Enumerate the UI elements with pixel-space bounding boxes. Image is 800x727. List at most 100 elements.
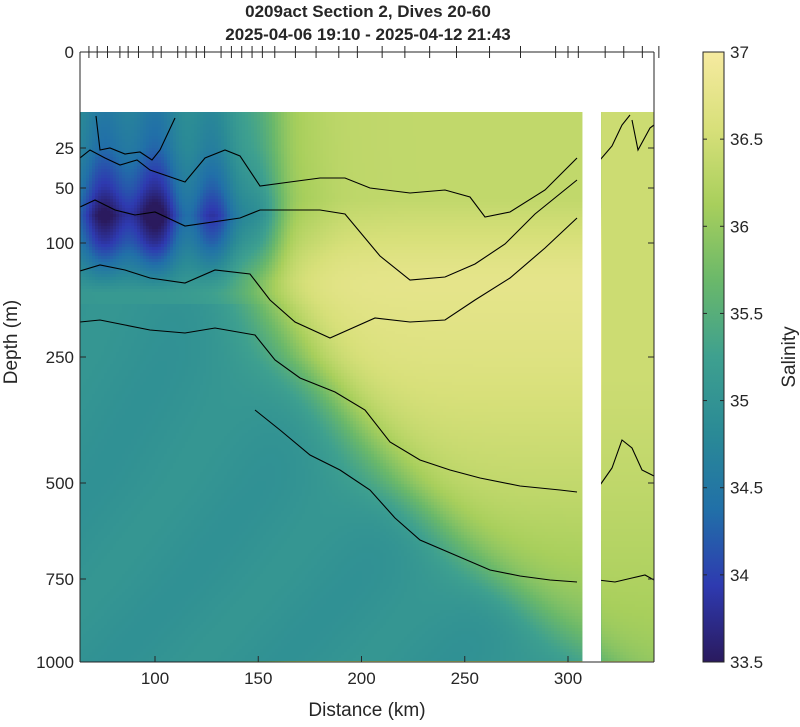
- field-cell: [437, 151, 440, 154]
- field-cell: [128, 169, 131, 172]
- field-cell: [479, 118, 482, 121]
- field-cell: [467, 166, 470, 169]
- field-cell: [296, 112, 299, 115]
- field-cell: [311, 142, 314, 145]
- field-cell: [173, 169, 176, 172]
- field-cell: [515, 148, 518, 151]
- field-cell: [284, 145, 287, 148]
- field-cell: [239, 175, 242, 178]
- field-cell: [140, 142, 143, 145]
- field-cell: [239, 121, 242, 124]
- field-cell: [188, 148, 191, 151]
- field-cell: [311, 169, 314, 172]
- field-cell: [242, 139, 245, 142]
- field-cell: [620, 181, 623, 184]
- field-cell: [548, 142, 551, 145]
- field-cell: [245, 172, 248, 175]
- field-cell: [539, 178, 542, 181]
- field-cell: [545, 139, 548, 142]
- field-cell: [578, 145, 581, 148]
- field-cell: [479, 142, 482, 145]
- field-cell: [257, 157, 260, 160]
- field-cell: [575, 175, 578, 178]
- field-cell: [128, 157, 131, 160]
- field-cell: [527, 157, 530, 160]
- field-cell: [206, 145, 209, 148]
- field-cell: [128, 181, 131, 184]
- field-cell: [422, 112, 425, 115]
- field-cell: [557, 136, 560, 139]
- field-cell: [422, 160, 425, 163]
- field-cell: [476, 169, 479, 172]
- field-cell: [308, 166, 311, 169]
- field-cell: [368, 118, 371, 121]
- field-cell: [461, 118, 464, 121]
- field-cell: [95, 175, 98, 178]
- field-cell: [437, 133, 440, 136]
- field-cell: [461, 112, 464, 115]
- field-cell: [524, 127, 527, 130]
- field-cell: [299, 136, 302, 139]
- field-cell: [278, 166, 281, 169]
- field-cell: [359, 172, 362, 175]
- field-cell: [236, 139, 239, 142]
- field-cell: [185, 145, 188, 148]
- field-cell: [263, 154, 266, 157]
- field-cell: [92, 154, 95, 157]
- field-cell: [263, 142, 266, 145]
- field-cell: [212, 136, 215, 139]
- field-cell: [464, 148, 467, 151]
- field-cell: [395, 130, 398, 133]
- field-cell: [335, 163, 338, 166]
- field-cell: [233, 121, 236, 124]
- field-cell: [209, 163, 212, 166]
- field-cell: [311, 172, 314, 175]
- field-cell: [326, 169, 329, 172]
- field-cell: [89, 118, 92, 121]
- field-cell: [629, 151, 632, 154]
- field-cell: [134, 130, 137, 133]
- field-cell: [269, 154, 272, 157]
- field-cell: [104, 172, 107, 175]
- field-cell: [572, 139, 575, 142]
- field-cell: [182, 130, 185, 133]
- field-cell: [467, 157, 470, 160]
- field-cell: [464, 124, 467, 127]
- field-cell: [605, 154, 608, 157]
- field-cell: [446, 142, 449, 145]
- field-cell: [98, 178, 101, 181]
- field-cell: [119, 145, 122, 148]
- field-cell: [128, 139, 131, 142]
- field-cell: [200, 127, 203, 130]
- field-cell: [407, 136, 410, 139]
- field-cell: [635, 124, 638, 127]
- field-cell: [200, 181, 203, 184]
- field-cell: [473, 145, 476, 148]
- field-cell: [125, 145, 128, 148]
- field-cell: [248, 124, 251, 127]
- field-cell: [212, 160, 215, 163]
- field-cell: [236, 121, 239, 124]
- field-cell: [521, 142, 524, 145]
- field-cell: [545, 178, 548, 181]
- field-cell: [131, 118, 134, 121]
- field-cell: [374, 151, 377, 154]
- field-cell: [434, 172, 437, 175]
- field-cell: [221, 175, 224, 178]
- field-cell: [566, 112, 569, 115]
- field-cell: [503, 139, 506, 142]
- field-cell: [650, 133, 653, 136]
- field-cell: [473, 142, 476, 145]
- field-cell: [386, 130, 389, 133]
- field-cell: [647, 169, 650, 172]
- field-cell: [308, 175, 311, 178]
- field-cell: [638, 181, 641, 184]
- field-cell: [155, 133, 158, 136]
- field-cell: [347, 154, 350, 157]
- field-cell: [458, 178, 461, 181]
- field-cell: [104, 115, 107, 118]
- field-cell: [323, 133, 326, 136]
- field-cell: [443, 130, 446, 133]
- field-cell: [170, 145, 173, 148]
- field-cell: [482, 157, 485, 160]
